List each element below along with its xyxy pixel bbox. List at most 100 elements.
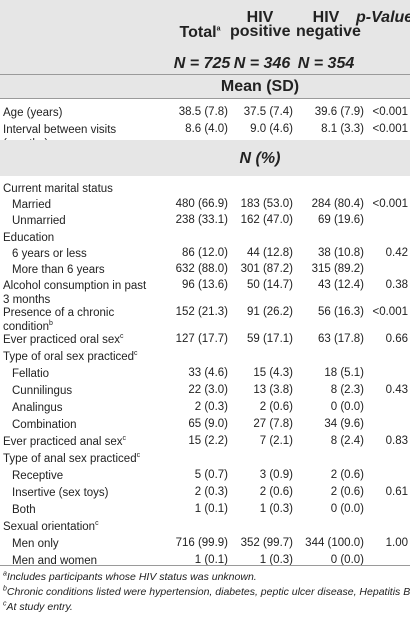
table-row: Both 1 (0.1) 1 (0.3) 0 (0.0) <box>0 503 410 519</box>
row-label: Ever practiced oral sexc <box>3 333 124 346</box>
row-label: Receptive <box>12 470 64 482</box>
cell-total: 86 (12.0) <box>181 247 228 259</box>
table-row: Receptive 5 (0.7) 3 (0.9) 2 (0.6) <box>0 469 410 485</box>
table-row: Ever practiced oral sexc 127 (17.7) 59 (17… <box>0 333 410 349</box>
row-label: Ever practiced anal sexc <box>3 435 127 448</box>
cell-hiv-positive: 44 (12.8) <box>246 247 293 259</box>
cell-total: 2 (0.3) <box>194 486 228 498</box>
table-row: Current marital status <box>0 182 410 198</box>
cell-hiv-negative: 344 (100.0) <box>305 537 364 549</box>
row-label: Education <box>3 232 55 244</box>
row-label: Insertive (sex toys) <box>12 487 109 499</box>
header-rule <box>0 74 410 75</box>
cell-pvalue: <0.001 <box>372 106 409 118</box>
table-row: Education <box>0 231 410 247</box>
table-row: Presence of a chronic conditionb 152 (21.… <box>0 306 410 334</box>
row-label: Men and women <box>12 555 98 567</box>
row-label: Combination <box>12 419 77 431</box>
cell-total: 38.5 (7.8) <box>178 106 228 118</box>
cell-total: 127 (17.7) <box>175 333 228 345</box>
table-row: Combination 65 (9.0) 27 (7.8) 34 (9.6) <box>0 418 410 434</box>
cell-hiv-positive: 13 (3.8) <box>253 384 293 396</box>
table-row: Type of anal sex practicedc <box>0 452 410 468</box>
row-label: Current marital status <box>3 183 113 195</box>
row-label: Married <box>12 199 51 211</box>
row-label: Analingus <box>12 402 63 414</box>
row-label: 6 years or less <box>12 248 87 260</box>
cell-pvalue: 0.42 <box>385 247 408 259</box>
table-row: Sexual orientationc <box>0 520 410 536</box>
cell-total: 152 (21.3) <box>175 306 228 318</box>
cell-hiv-negative: 2 (0.6) <box>330 469 364 481</box>
row-label: Unmarried <box>12 215 66 227</box>
n-hiv-negative: N = 354 <box>297 55 355 72</box>
cell-hiv-positive: 2 (0.6) <box>259 401 293 413</box>
mean-sd-rule <box>0 98 410 99</box>
cell-hiv-negative: 18 (5.1) <box>324 367 364 379</box>
cell-total: 65 (9.0) <box>188 418 228 430</box>
cell-hiv-negative: 63 (17.8) <box>317 333 364 345</box>
bottom-rule <box>0 565 410 566</box>
cell-total: 96 (13.6) <box>181 279 228 291</box>
col-header-hiv-negative: HIV negative <box>296 9 361 40</box>
cell-hiv-negative: 69 (19.6) <box>317 214 364 226</box>
cell-hiv-positive: 301 (87.2) <box>240 263 293 275</box>
cell-hiv-positive: 59 (17.1) <box>246 333 293 345</box>
cell-hiv-positive: 2 (0.6) <box>259 486 293 498</box>
cell-pvalue: 0.66 <box>385 333 408 345</box>
cell-pvalue: 0.38 <box>385 279 408 291</box>
cell-hiv-negative: 315 (89.2) <box>311 263 364 275</box>
table-row: Type of oral sex practicedc <box>0 350 410 366</box>
row-label: Alcohol consumption in past 3 months <box>3 280 147 306</box>
col-header-hiv-positive: HIV positive <box>230 9 291 40</box>
cell-hiv-positive: 9.0 (4.6) <box>250 123 293 135</box>
cell-pvalue: 0.61 <box>385 486 408 498</box>
col-header-total: Totala <box>179 24 221 41</box>
cell-hiv-positive: 37.5 (7.4) <box>243 106 293 118</box>
cell-pvalue: 0.43 <box>385 384 408 396</box>
cell-hiv-negative: 43 (12.4) <box>317 279 364 291</box>
row-label: Sexual orientationc <box>3 520 99 533</box>
cell-pvalue: <0.001 <box>372 123 409 135</box>
table-row: Cunnilingus 22 (3.0) 13 (3.8) 8 (2.3) 0.43 <box>0 384 410 400</box>
n-total: N = 725 <box>173 55 231 72</box>
cell-total: 5 (0.7) <box>194 469 228 481</box>
footnote: aIncludes participants whose HIV status … <box>3 570 257 584</box>
col-header-pvalues: p-Values <box>356 9 410 26</box>
cell-total: 716 (99.9) <box>175 537 228 549</box>
cell-hiv-negative: 8 (2.4) <box>330 435 364 447</box>
cell-total: 238 (33.1) <box>175 214 228 226</box>
table-row: Unmarried 238 (33.1) 162 (47.0) 69 (19.6) <box>0 214 410 230</box>
cell-hiv-positive: 352 (99.7) <box>240 537 293 549</box>
table-row: Fellatio 33 (4.6) 15 (4.3) 18 (5.1) <box>0 367 410 383</box>
row-label: Men only <box>12 538 59 550</box>
row-label: Type of oral sex practicedc <box>3 350 138 363</box>
row-label: Cunnilingus <box>12 385 73 397</box>
n-hiv-positive: N = 346 <box>233 55 291 72</box>
cell-hiv-positive: 183 (53.0) <box>240 198 293 210</box>
cell-hiv-positive: 27 (7.8) <box>253 418 293 430</box>
cell-total: 632 (88.0) <box>175 263 228 275</box>
table-row: More than 6 years 632 (88.0) 301 (87.2) 315… <box>0 263 410 279</box>
cell-hiv-positive: 1 (0.3) <box>259 554 293 566</box>
cell-total: 1 (0.1) <box>194 554 228 566</box>
mean-sd-heading: Mean (SD) <box>220 78 300 95</box>
cell-hiv-negative: 0 (0.0) <box>330 503 364 515</box>
cell-hiv-positive: 162 (47.0) <box>240 214 293 226</box>
cell-total: 2 (0.3) <box>194 401 228 413</box>
cell-hiv-negative: 39.6 (7.9) <box>314 106 364 118</box>
row-label: Fellatio <box>12 368 50 380</box>
cell-hiv-negative: 34 (9.6) <box>324 418 364 430</box>
table-row: Analingus 2 (0.3) 2 (0.6) 0 (0.0) <box>0 401 410 417</box>
n-pct-heading: N (%) <box>239 150 281 167</box>
table-row: Married 480 (66.9) 183 (53.0) 284 (80.4) <0.… <box>0 198 410 214</box>
cell-hiv-negative: 2 (0.6) <box>330 486 364 498</box>
table-row: 6 years or less 86 (12.0) 44 (12.8) 38 (10.… <box>0 247 410 263</box>
cell-hiv-negative: 56 (16.3) <box>317 306 364 318</box>
table-row: Insertive (sex toys) 2 (0.3) 2 (0.6) 2 (0.6… <box>0 486 410 502</box>
cell-total: 8.6 (4.0) <box>185 123 228 135</box>
row-label: Both <box>12 504 36 516</box>
cell-hiv-positive: 15 (4.3) <box>253 367 293 379</box>
row-label: More than 6 years <box>12 264 105 276</box>
table-row: Men only 716 (99.9) 352 (99.7) 344 (100.0) 1… <box>0 537 410 553</box>
